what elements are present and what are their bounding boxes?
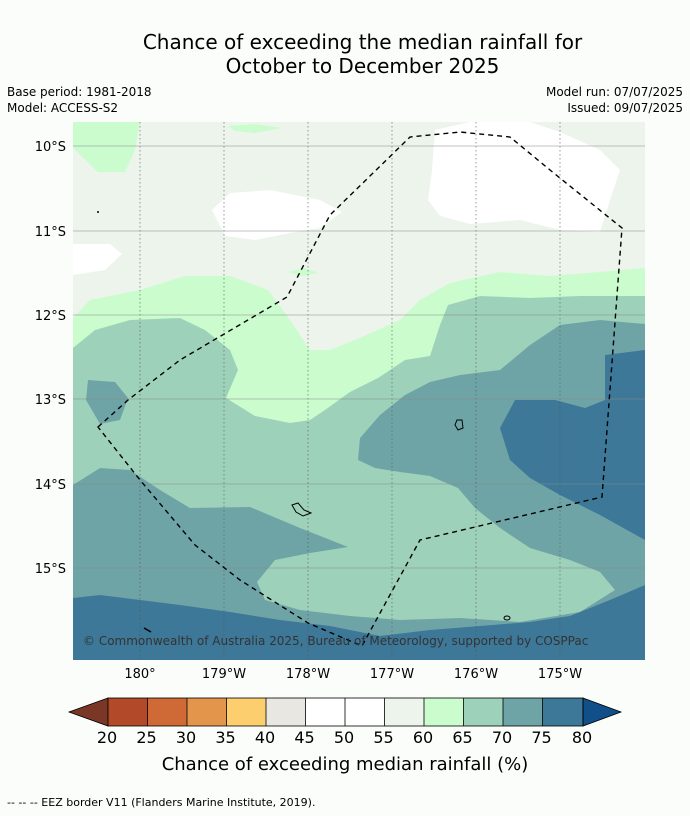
zone-55-60-west [73, 244, 122, 275]
colorbar-tick: 50 [334, 728, 354, 747]
colorbar-tick: 20 [97, 728, 117, 747]
colorbar-label: Chance of exceeding median rainfall (%) [162, 754, 529, 775]
lat-label: 13°S [35, 393, 66, 408]
colorbar-swatch [503, 698, 543, 726]
lat-label: 14°S [35, 478, 66, 493]
island-5 [97, 211, 99, 213]
map-title: Chance of exceeding the median rainfall … [0, 30, 690, 78]
colorbar-tick: 40 [255, 728, 275, 747]
lon-label: 175°W [538, 667, 582, 682]
island-3 [503, 615, 511, 621]
lon-labels: 180° 179°W 178°W 177°W 176°W 175°W [124, 667, 582, 682]
lat-labels: 10°S 11°S 12°S 13°S 14°S 15°S [35, 140, 66, 577]
colorbar-arrow-high [582, 697, 623, 727]
colorbar-swatch [147, 698, 187, 726]
colorbar-tick: 60 [413, 728, 433, 747]
colorbar-swatch [424, 698, 464, 726]
zone-65-70-nw [73, 122, 140, 172]
colorbar-tick: 75 [531, 728, 551, 747]
lon-label: 177°W [370, 667, 414, 682]
zone-65-70-small [288, 268, 318, 276]
zone-80-south [73, 585, 645, 660]
colorbar-swatch [463, 698, 503, 726]
zone-75-80-patch [86, 380, 128, 424]
copyright-text: © Commonwealth of Australia 2025, Bureau… [83, 634, 588, 648]
lon-label: 179°W [202, 667, 246, 682]
lat-label: 12°S [35, 309, 66, 324]
title-line-1: Chance of exceeding the median rainfall … [142, 30, 583, 54]
model-name: Model: ACCESS-S2 [7, 101, 119, 115]
lon-label: 176°W [454, 667, 498, 682]
colorbar-swatch [226, 698, 266, 726]
meridian-grid [139, 122, 561, 660]
map-area: © Commonwealth of Australia 2025, Bureau… [73, 122, 645, 660]
island-4 [143, 627, 152, 633]
island-2 [291, 502, 313, 517]
lat-label: 11°S [35, 225, 66, 240]
title-line-2: October to December 2025 [225, 54, 500, 78]
lat-label: 15°S [35, 562, 66, 577]
meta-left: Base period: 1981-2018 Model: ACCESS-S2 [7, 84, 152, 116]
issued-date: Issued: 09/07/2025 [567, 101, 683, 115]
lon-label: 180° [124, 667, 155, 682]
colorbar-tick: 35 [215, 728, 235, 747]
colorbar-frame [107, 697, 584, 727]
parallel-grid [73, 145, 645, 569]
colorbar-swatch [305, 698, 345, 726]
colorbar-swatch [542, 698, 583, 726]
colorbar-tick: 65 [452, 728, 472, 747]
lon-label: 178°W [286, 667, 330, 682]
lat-label: 10°S [35, 140, 66, 155]
zone-75-80 [73, 320, 645, 660]
island-1 [454, 419, 464, 431]
colorbar-swatch [384, 698, 424, 726]
colorbar-tick: 45 [294, 728, 314, 747]
eez-legend-note: -- -- -- EEZ border V11 (Flanders Marine… [7, 796, 316, 809]
colorbar-swatch [187, 698, 227, 726]
zone-55-60-north [428, 122, 620, 232]
base-period: Base period: 1981-2018 [7, 85, 152, 99]
meta-right: Model run: 07/07/2025 Issued: 09/07/2025 [546, 84, 683, 116]
colorbar-tick: 70 [492, 728, 512, 747]
colorbar-tick: 25 [136, 728, 156, 747]
colorbar-arrow-low [67, 697, 109, 727]
model-run: Model run: 07/07/2025 [545, 85, 683, 99]
colorbar-swatch [108, 698, 148, 726]
colorbar: 20 25 30 35 40 45 50 55 60 65 70 75 80 C… [67, 697, 623, 775]
zone-65-70-n [228, 124, 282, 133]
colorbar-dividers [147, 698, 543, 726]
zone-55-60-center [212, 190, 342, 240]
colorbar-ticks: 20 25 30 35 40 45 50 55 60 65 70 75 80 [97, 728, 592, 747]
colorbar-tick: 30 [176, 728, 196, 747]
colorbar-swatch [266, 698, 306, 726]
colorbar-tick: 55 [373, 728, 393, 747]
eez-border [97, 131, 623, 647]
colorbar-tick: 80 [572, 728, 592, 747]
colorbar-swatch [345, 698, 385, 726]
